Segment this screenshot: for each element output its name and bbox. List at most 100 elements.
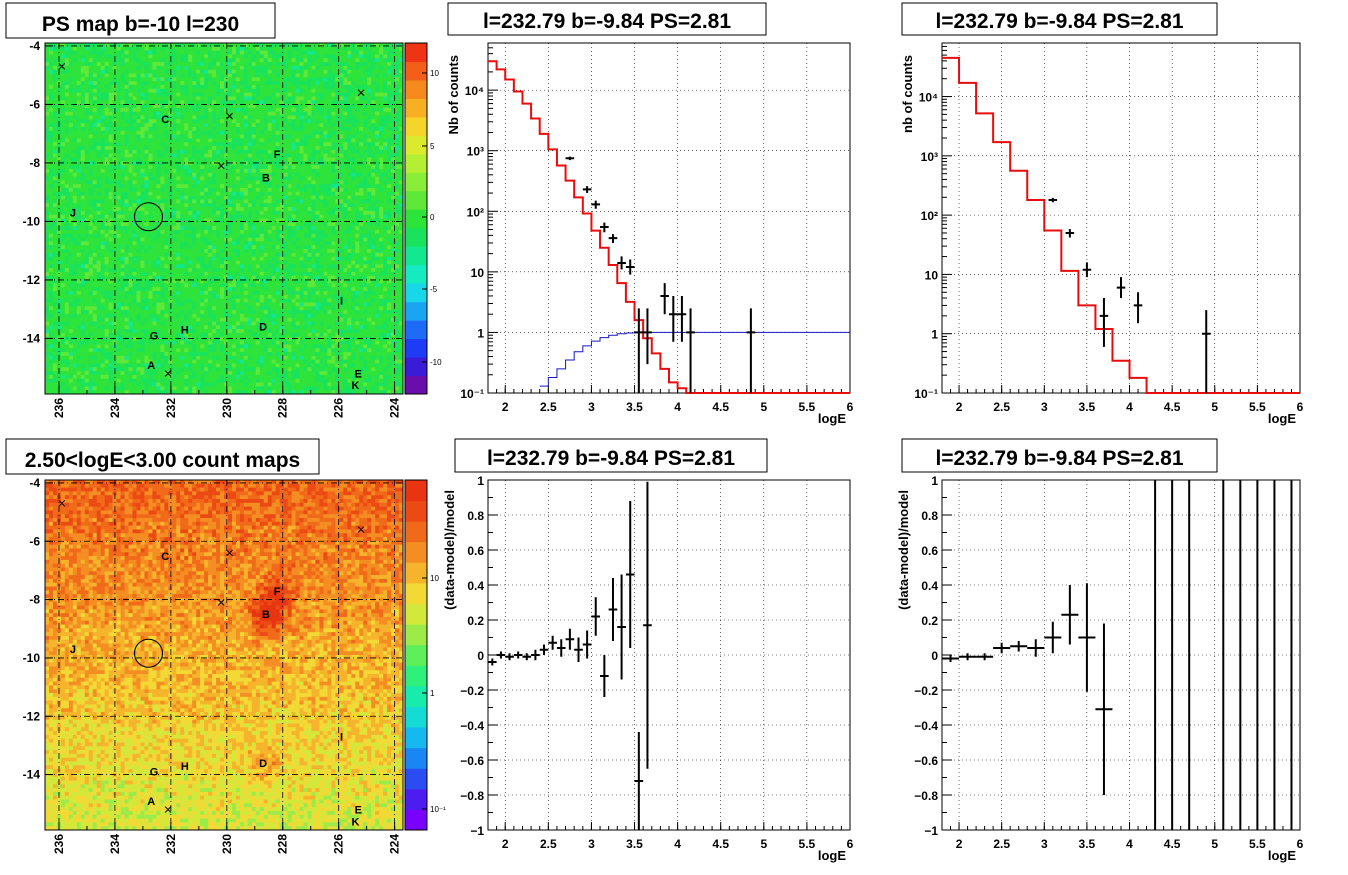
heatmap-cell xyxy=(88,81,94,86)
heatmap-cell xyxy=(164,111,169,116)
heatmap-cell xyxy=(363,123,368,128)
heatmap-cell xyxy=(399,172,404,177)
heatmap-cell xyxy=(152,149,157,155)
heatmap-cell xyxy=(208,46,213,52)
heatmap-cell xyxy=(168,77,173,82)
heatmap-cell xyxy=(315,65,320,71)
heatmap-cell xyxy=(307,233,312,238)
heatmap-cell xyxy=(60,96,66,101)
heatmap-cell xyxy=(343,58,348,63)
heatmap-cell xyxy=(200,233,205,238)
heatmap-cell xyxy=(367,233,372,238)
heatmap-cell xyxy=(184,65,189,71)
heatmap-cell xyxy=(120,65,125,71)
heatmap-cell xyxy=(184,111,189,116)
heatmap-cell xyxy=(164,77,169,82)
heatmap-cell xyxy=(108,233,114,238)
heatmap-cell xyxy=(192,241,197,246)
heatmap-cell xyxy=(184,203,189,208)
heatmap-cell xyxy=(235,92,241,97)
heatmap-cell xyxy=(275,203,281,208)
heatmap-cell xyxy=(375,126,380,132)
heatmap-cell xyxy=(367,81,372,86)
heatmap-cell xyxy=(72,149,78,155)
heatmap-cell xyxy=(287,119,293,124)
heatmap-cell xyxy=(267,46,273,52)
heatmap-cell xyxy=(371,168,376,174)
heatmap-cell xyxy=(148,168,153,174)
heatmap-cell xyxy=(148,58,153,63)
heatmap-cell xyxy=(212,107,217,113)
heatmap-cell xyxy=(315,69,320,74)
heatmap-cell xyxy=(323,146,328,151)
heatmap-cell xyxy=(220,172,225,177)
heatmap-cell xyxy=(331,62,336,67)
heatmap-cell xyxy=(399,126,404,132)
heatmap-cell xyxy=(208,187,213,193)
heatmap-cell xyxy=(359,88,364,93)
heatmap-cell xyxy=(347,222,352,227)
heatmap-cell xyxy=(88,149,94,155)
heatmap-cell xyxy=(375,203,380,208)
heatmap-cell xyxy=(283,161,289,166)
heatmap-cell xyxy=(164,142,169,147)
heatmap-cell xyxy=(164,65,169,71)
heatmap-cell xyxy=(247,62,253,67)
heatmap-cell xyxy=(359,62,364,67)
heatmap-cell xyxy=(307,104,312,109)
heatmap-cell xyxy=(307,62,312,67)
heatmap-cell xyxy=(375,176,380,181)
heatmap-cell xyxy=(108,210,114,216)
heatmap-cell xyxy=(128,222,133,227)
heatmap-cell xyxy=(96,214,102,219)
heatmap-cell xyxy=(367,237,372,242)
heatmap-cell xyxy=(227,146,233,151)
heatmap-cell xyxy=(136,46,141,52)
heatmap-cell xyxy=(399,245,404,250)
heatmap-cell xyxy=(72,126,78,132)
heatmap-cell xyxy=(164,195,169,200)
heatmap-cell xyxy=(84,54,90,59)
heatmap-cell xyxy=(144,214,149,219)
heatmap-cell xyxy=(395,172,400,177)
heatmap-cell xyxy=(204,58,209,63)
heatmap-cell xyxy=(108,187,114,193)
heatmap-cell xyxy=(172,176,177,181)
heatmap-cell xyxy=(355,96,360,101)
heatmap-cell xyxy=(60,130,66,135)
heatmap-cell xyxy=(343,199,348,204)
heatmap-cell xyxy=(164,214,169,219)
heatmap-cell xyxy=(331,165,336,170)
heatmap-cell xyxy=(96,172,102,177)
heatmap-cell xyxy=(136,73,141,78)
heatmap-cell xyxy=(156,229,161,235)
heatmap-cell xyxy=(315,142,320,147)
heatmap-cell xyxy=(80,100,86,105)
heatmap-cell xyxy=(136,187,141,193)
heatmap-cell xyxy=(323,142,328,147)
heatmap-cell xyxy=(351,46,356,52)
heatmap-cell xyxy=(216,126,221,132)
heatmap-cell xyxy=(172,138,177,143)
heatmap-cell xyxy=(259,146,265,151)
heatmap-cell xyxy=(56,191,62,197)
heatmap-cell xyxy=(239,142,245,147)
heatmap-cell xyxy=(64,62,70,67)
heatmap-cell xyxy=(291,115,296,120)
heatmap-cell xyxy=(196,146,201,151)
heatmap-cell xyxy=(295,195,300,200)
heatmap-cell xyxy=(72,161,78,166)
heatmap-cell xyxy=(263,241,269,246)
heatmap-cell xyxy=(291,43,296,48)
heatmap-cell xyxy=(96,77,102,82)
heatmap-cell xyxy=(180,138,185,143)
heatmap-cell xyxy=(196,210,201,216)
heatmap-cell xyxy=(319,165,324,170)
heatmap-cell xyxy=(231,126,237,132)
heatmap-cell xyxy=(192,214,197,219)
heatmap-cell xyxy=(224,123,229,128)
heatmap-cell xyxy=(363,146,368,151)
heatmap-cell xyxy=(351,153,356,158)
heatmap-cell xyxy=(180,81,185,86)
heatmap-cell xyxy=(327,203,332,208)
